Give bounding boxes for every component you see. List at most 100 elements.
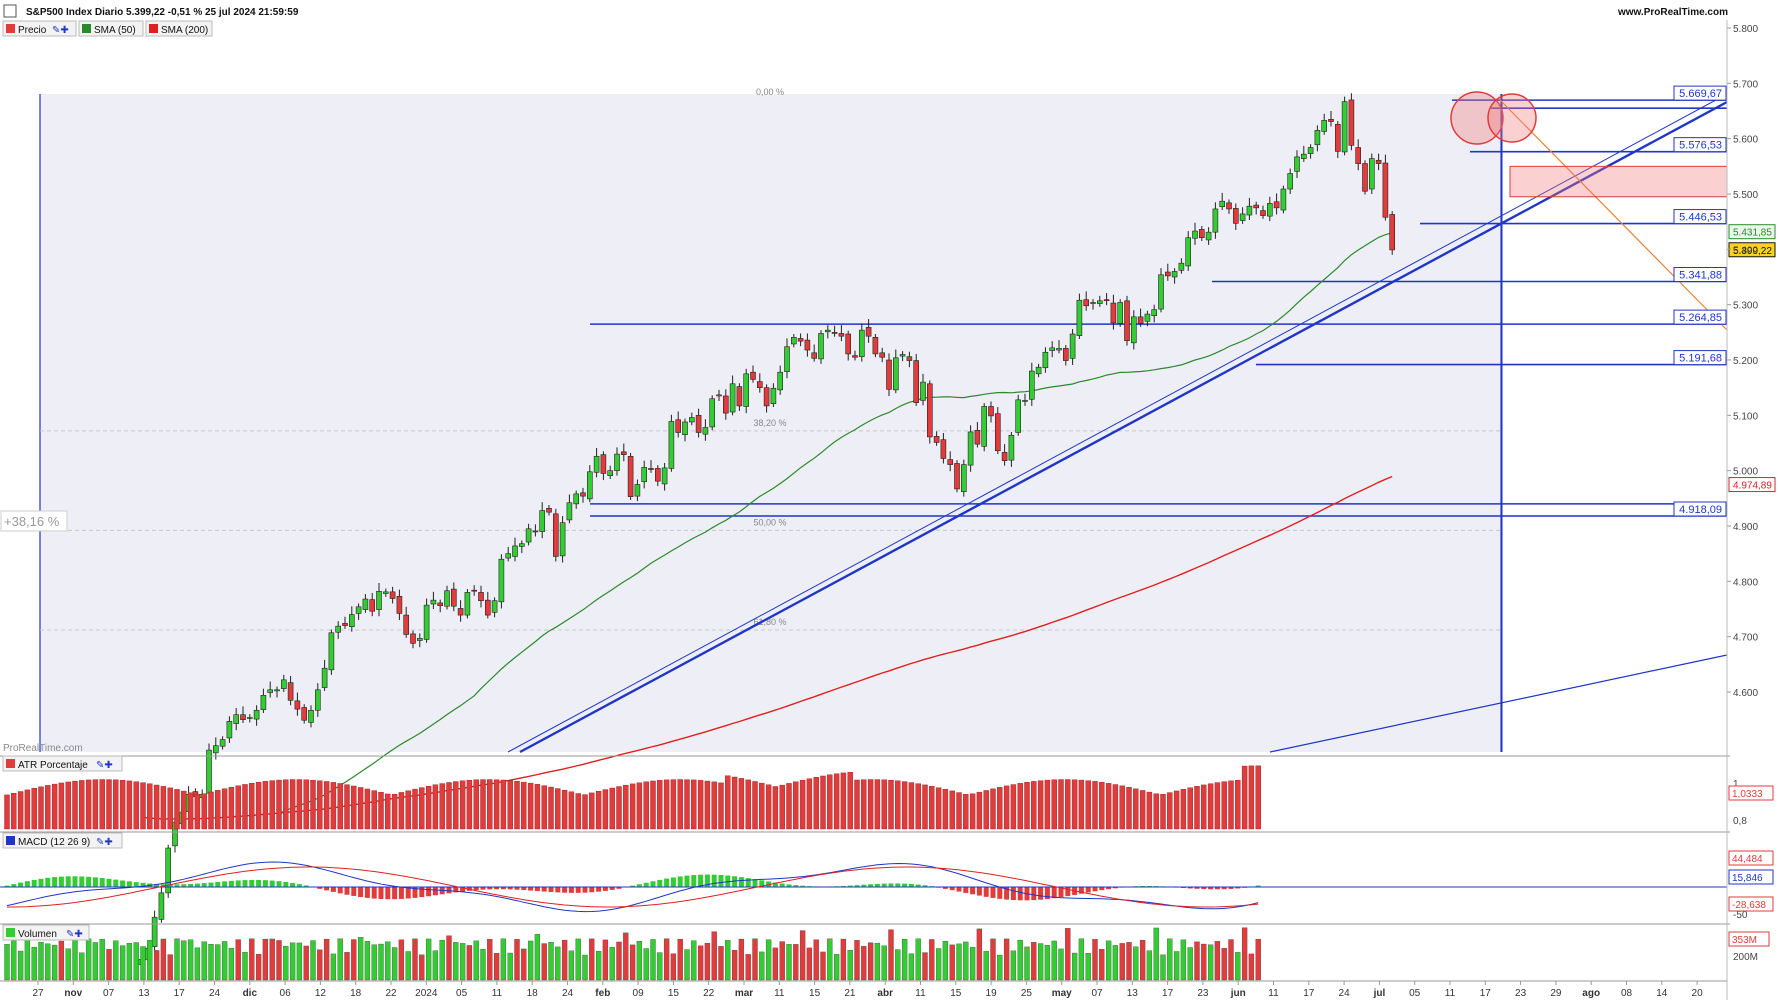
- candle-body: [1369, 158, 1375, 190]
- level-label-box: [1673, 350, 1727, 366]
- atr-bar: [480, 779, 486, 830]
- volume-bar: [765, 939, 772, 981]
- macd-hist-bar: [405, 887, 411, 899]
- volume-bar: [1078, 938, 1085, 981]
- legend-volume[interactable]: Volumen ✎✚: [2, 924, 90, 941]
- volume-bar: [813, 939, 819, 981]
- candle-body: [804, 339, 811, 351]
- x-tick-label: 11: [774, 988, 785, 999]
- volume-bar: [439, 940, 445, 981]
- volume-bar: [1173, 951, 1180, 981]
- candle-body: [1117, 302, 1123, 324]
- macd-hist-bar: [188, 884, 194, 888]
- gap-zone: [1509, 165, 1728, 198]
- macd-hist-bar: [296, 884, 302, 888]
- atr-bar: [915, 783, 921, 830]
- x-tick-label: 08: [1621, 988, 1633, 999]
- macd-hist-bar: [738, 877, 744, 888]
- atr-bar: [949, 790, 955, 830]
- volume-bar: [500, 938, 507, 981]
- volume-bar: [867, 942, 874, 981]
- atr-bar: [901, 781, 908, 830]
- volume-bar: [643, 948, 649, 981]
- atr-bar: [296, 779, 303, 830]
- x-tick-label: ago: [1582, 988, 1600, 999]
- candle-body: [1144, 313, 1151, 322]
- atr-bar: [1119, 785, 1125, 830]
- candle-body: [240, 714, 246, 720]
- macd-hist-bar: [1106, 887, 1112, 890]
- y-tick-label: 4.800: [1733, 577, 1758, 588]
- candle-body: [797, 338, 804, 342]
- candle-body: [512, 545, 518, 557]
- atr-bar: [1133, 788, 1139, 830]
- atr-bar: [697, 780, 704, 830]
- volume-bar: [602, 939, 609, 981]
- atr-bar: [147, 783, 153, 830]
- level-label: 5.446,53: [1679, 212, 1722, 224]
- volume-bar: [731, 950, 738, 981]
- volume-bar: [922, 952, 928, 981]
- menu-icon[interactable]: [3, 4, 17, 18]
- volume-bar: [493, 953, 500, 981]
- volume-bar: [847, 950, 853, 981]
- volume-bar: [935, 948, 942, 981]
- y-axis: 5.800 5.700 5.600 5.500 5.400 5.300 5.200 5.100…: [1727, 24, 1758, 699]
- macd-hist-bar: [888, 883, 894, 888]
- fib-side-label: +38,16 %: [4, 514, 60, 529]
- volume-bar: [126, 943, 133, 981]
- macd-hist-bar: [174, 884, 180, 888]
- macd-tools-icon[interactable]: ✎✚: [96, 837, 113, 848]
- atr-bar: [364, 788, 371, 830]
- svg-text:SMA (50): SMA (50): [94, 25, 136, 36]
- macd-hist-bar: [432, 887, 438, 896]
- volume-bar: [582, 954, 588, 981]
- atr-bar: [466, 779, 473, 830]
- macd-hist-bar: [1092, 887, 1098, 892]
- candle-body: [892, 357, 899, 391]
- candle-body: [1124, 300, 1130, 341]
- macd-hist-bar: [11, 884, 17, 888]
- x-tick-label: mar: [735, 988, 753, 999]
- atr-bar: [242, 784, 248, 830]
- atr-bar: [704, 780, 711, 830]
- legend-sma200[interactable]: SMA (200): [145, 20, 213, 37]
- volume-bar: [881, 945, 887, 981]
- macd-hist-bar: [194, 883, 200, 888]
- volume-bar: [194, 947, 201, 981]
- volume-bar: [296, 942, 303, 981]
- candle-body: [1260, 210, 1266, 216]
- volume-bar: [113, 940, 119, 981]
- candle-body: [1158, 274, 1164, 310]
- macd-hist-bar: [378, 887, 384, 899]
- atr-bar: [201, 793, 207, 830]
- atr-bar: [378, 792, 384, 830]
- volume-bar: [208, 944, 214, 981]
- level-label: 4.918,09: [1679, 504, 1722, 516]
- legend-price[interactable]: Precio ✎✚: [2, 20, 77, 37]
- macd-hist-bar: [956, 887, 962, 892]
- macd-hist-bar: [521, 887, 527, 891]
- legend-macd[interactable]: MACD (12 26 9) ✎✚: [2, 832, 123, 849]
- atr-tools-icon[interactable]: ✎✚: [96, 760, 113, 771]
- macd-label: 15,846: [1732, 873, 1763, 884]
- candle-body: [484, 599, 491, 616]
- atr-bar: [1058, 779, 1064, 830]
- volume-bar: [963, 941, 969, 981]
- tools-icon[interactable]: ✎✚: [52, 25, 69, 36]
- site-link[interactable]: www.ProRealTime.com: [1617, 7, 1728, 18]
- volume-bar: [691, 940, 697, 981]
- atr-bar: [575, 793, 581, 830]
- macd-hist-bar: [732, 876, 738, 888]
- volume-tools-icon[interactable]: ✎✚: [66, 929, 83, 940]
- macd-hist-bar: [745, 878, 751, 888]
- atr-bar: [1139, 790, 1146, 830]
- legend-sma50[interactable]: SMA (50): [78, 20, 144, 37]
- atr-bar: [221, 788, 228, 830]
- atr-bar: [1003, 785, 1010, 830]
- legend-atr[interactable]: ATR Porcentaje ✎✚: [2, 755, 123, 772]
- volume-bar: [385, 941, 391, 981]
- volume-bar: [629, 944, 636, 981]
- macd-hist-bar: [1044, 887, 1050, 900]
